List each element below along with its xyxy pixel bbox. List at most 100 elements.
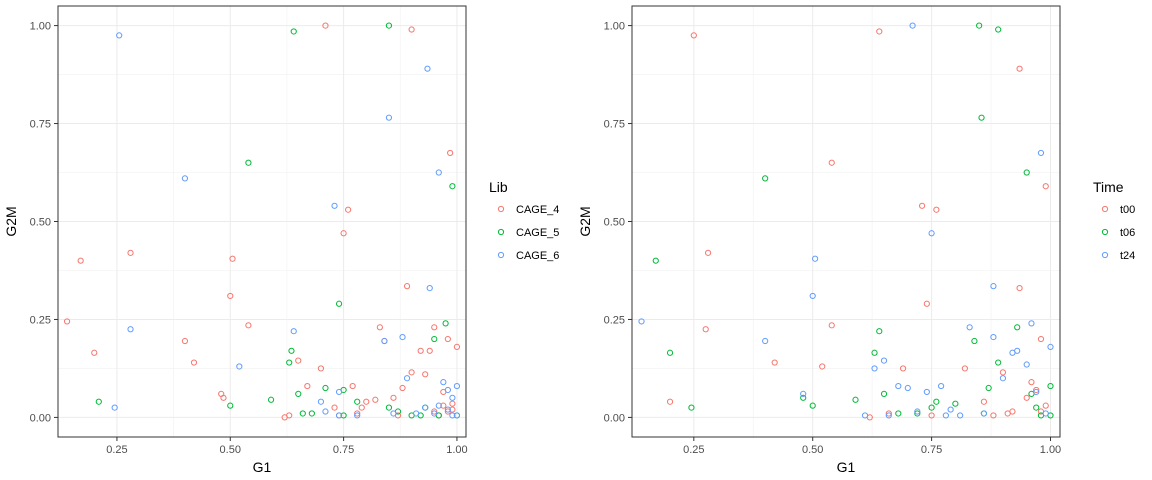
point-cage-4: [331, 404, 338, 411]
point-cage-6: [435, 169, 442, 176]
point-cage-6: [317, 398, 325, 405]
y-tick-label: 1.00: [30, 21, 51, 33]
point-cage-6: [111, 404, 118, 411]
point-cage-4: [408, 369, 415, 376]
point-t06: [985, 384, 992, 392]
point-cage-6: [399, 333, 406, 341]
point-t06: [978, 114, 985, 121]
point-t00: [1042, 183, 1049, 190]
point-cage-5: [288, 347, 295, 354]
point-cage-4: [444, 335, 451, 343]
point-t06: [995, 26, 1002, 33]
legend-right: Time t00 t06 t24: [1093, 179, 1135, 262]
point-t00: [899, 365, 907, 372]
point-cage-5: [267, 396, 275, 403]
x-tick-label: 0.25: [683, 444, 704, 456]
legend-label: t24: [1120, 250, 1135, 262]
point-cage-6: [424, 65, 431, 72]
point-t24: [990, 333, 997, 341]
point-t24: [638, 318, 645, 325]
legend-key-t06: [1101, 228, 1109, 236]
point-cage-5: [354, 398, 361, 405]
point-cage-5: [245, 159, 252, 166]
point-t00: [1037, 335, 1045, 343]
point-t24: [923, 388, 930, 396]
legend-key-t00: [1101, 205, 1109, 213]
x-tick-label: 0.75: [333, 444, 354, 456]
point-cage-4: [220, 394, 227, 401]
point-t06: [976, 22, 983, 29]
point-cage-4: [322, 22, 329, 29]
point-t00: [928, 412, 935, 419]
point-t00: [828, 322, 835, 329]
point-cage-5: [322, 384, 329, 392]
point-t06: [880, 390, 888, 397]
point-cage-6: [426, 285, 433, 292]
point-t24: [880, 357, 888, 364]
y-tick-label: 0.00: [604, 412, 625, 424]
point-cage-4: [376, 324, 383, 331]
point-t24: [809, 292, 816, 300]
point-cage-4: [345, 206, 352, 213]
point-cage-6: [331, 202, 338, 209]
point-cage-4: [390, 394, 397, 401]
point-cage-4: [444, 408, 451, 415]
point-cage-4: [422, 371, 429, 378]
point-cage-4: [417, 347, 424, 354]
point-t06: [762, 175, 769, 182]
point-t00: [961, 365, 968, 372]
x-tick-label: 0.25: [106, 444, 127, 456]
point-cage-5: [449, 183, 456, 190]
point-cage-4: [190, 359, 198, 366]
point-t06: [652, 257, 659, 264]
point-t24: [1042, 410, 1049, 417]
point-cage-4: [127, 249, 134, 256]
point-t00: [666, 398, 674, 405]
point-t06: [1014, 324, 1021, 331]
point-cage-4: [181, 337, 189, 345]
point-t00: [1042, 402, 1049, 409]
point-t24: [861, 412, 869, 419]
point-t00: [690, 32, 697, 39]
point-cage-6: [444, 386, 451, 394]
point-t24: [1037, 149, 1045, 157]
point-t00: [704, 249, 712, 256]
point-t24: [1023, 361, 1030, 368]
point-cage-4: [426, 347, 433, 354]
point-cage-6: [290, 328, 297, 335]
point-cage-6: [322, 408, 329, 415]
point-cage-6: [127, 326, 134, 333]
legend-key-t24: [1101, 251, 1109, 259]
point-cage-6: [354, 412, 361, 419]
y-tick-label: 0.25: [604, 314, 625, 326]
y-tick-label: 0.50: [604, 217, 625, 229]
y-axis-title: G2M: [3, 206, 19, 236]
point-cage-5: [308, 410, 315, 417]
legend-title: Time: [1093, 179, 1124, 195]
point-t24: [904, 384, 911, 392]
point-t24: [938, 382, 945, 390]
point-t24: [980, 410, 988, 417]
point-t06: [914, 410, 921, 417]
point-cage-6: [403, 375, 411, 382]
point-cage-6: [453, 412, 461, 419]
legend-label: t00: [1120, 204, 1135, 216]
legend-label: CAGE_6: [516, 250, 559, 262]
point-t06: [852, 396, 859, 403]
point-t06: [1033, 404, 1040, 411]
point-cage-6: [435, 402, 442, 409]
point-t24: [762, 337, 769, 345]
point-cage-4: [399, 384, 406, 392]
point-cage-5: [340, 412, 347, 419]
point-t24: [942, 412, 949, 419]
point-cage-6: [422, 404, 429, 411]
legend-left: Lib CAGE_4 CAGE_5 CAGE_6: [489, 179, 559, 262]
point-t06: [933, 398, 940, 405]
point-cage-4: [449, 400, 456, 407]
point-t00: [1028, 379, 1035, 386]
point-cage-4: [440, 402, 447, 409]
point-cage-6: [453, 382, 461, 390]
point-t06: [666, 349, 674, 356]
